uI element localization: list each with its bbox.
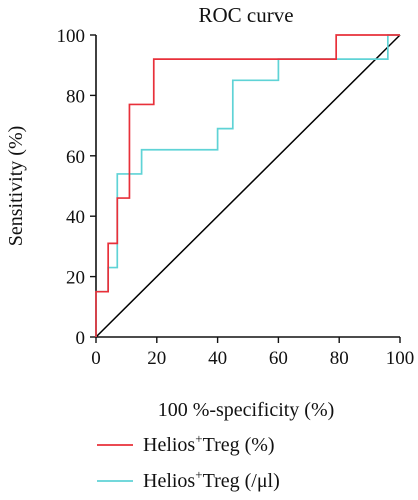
y-tick-label: 60	[66, 147, 85, 168]
y-tick-label: 40	[66, 207, 85, 228]
legend-label-2: Helios+Treg (/μl)	[143, 467, 280, 492]
y-tick-label: 80	[66, 86, 85, 107]
y-tick-label: 0	[76, 328, 86, 349]
reference-diagonal-line	[95, 34, 401, 338]
x-axis-label: 100 %-specificity (%)	[158, 399, 335, 421]
series-line-1	[95, 34, 400, 337]
y-axis-label: Sensitivity (%)	[5, 126, 27, 247]
x-tick-label: 0	[91, 348, 101, 369]
y-tick-label: 20	[66, 268, 85, 289]
x-tick-label: 80	[330, 348, 349, 369]
y-tick-label: 100	[57, 26, 86, 47]
x-tick-label: 20	[147, 348, 166, 369]
x-tick-label: 100	[386, 348, 415, 369]
x-tick-label: 60	[269, 348, 288, 369]
legend-label-1: Helios+Treg (%)	[143, 431, 275, 456]
chart-title: ROC curve	[198, 3, 293, 27]
x-tick-label: 40	[208, 348, 227, 369]
legend: Helios+Treg (%) Helios+Treg (/μl)	[97, 431, 280, 492]
plot-area: 0 20 40 60 80 100 0 20 40 60 80 100	[57, 26, 415, 369]
